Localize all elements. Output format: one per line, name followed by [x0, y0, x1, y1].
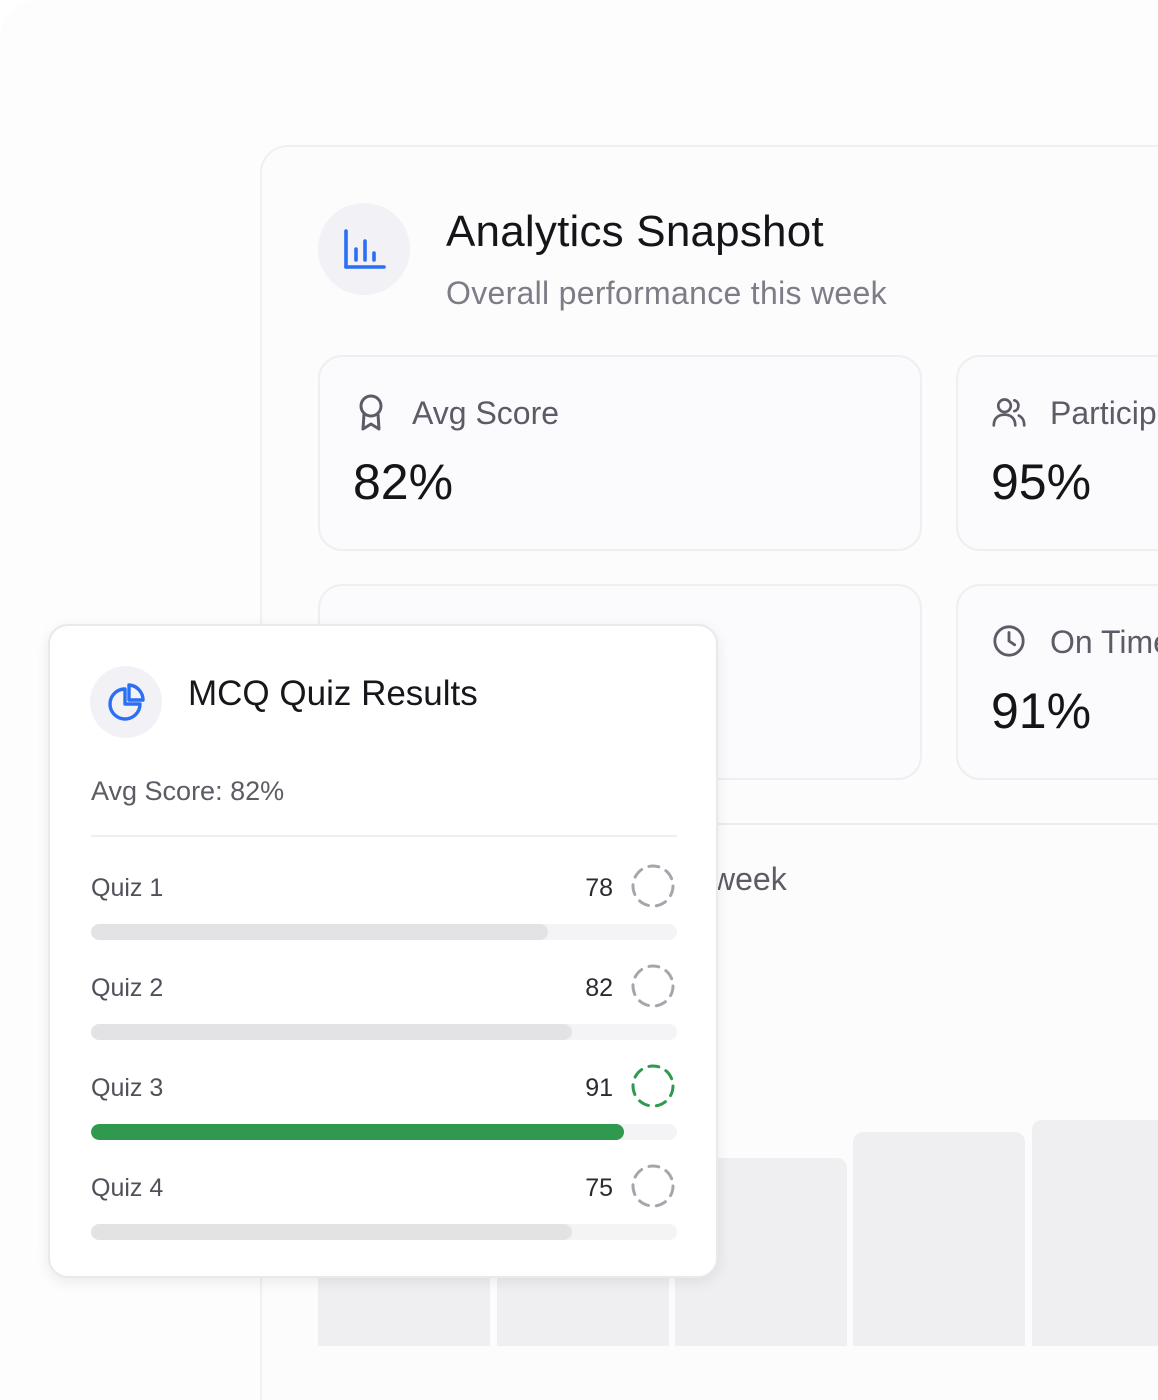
progress-track: [91, 1024, 677, 1040]
chart-bar: [1032, 1120, 1158, 1346]
analytics-title: Analytics Snapshot: [446, 207, 824, 256]
quiz-label: Quiz 4: [91, 1174, 164, 1202]
progress-track: [91, 924, 677, 940]
progress-fill: [91, 1124, 624, 1140]
mcq-quiz-results-card: MCQ Quiz Results Avg Score: 82% Quiz 1 7…: [48, 624, 718, 1278]
progress-fill: [91, 1224, 572, 1240]
quiz-label: Quiz 3: [91, 1074, 164, 1102]
stat-card-on-time[interactable]: On Time 91%: [956, 584, 1158, 780]
quiz-row[interactable]: Quiz 1 78: [91, 864, 677, 954]
quiz-divider: [91, 835, 677, 837]
section-divider: [318, 823, 1158, 825]
quiz-card-title: MCQ Quiz Results: [188, 674, 478, 713]
stat-value: 95%: [991, 454, 1092, 510]
progress-ring-icon: [631, 964, 675, 1008]
quiz-label: Quiz 2: [91, 974, 164, 1002]
quiz-row[interactable]: Quiz 4 75: [91, 1164, 677, 1254]
progress-ring-icon: [631, 864, 675, 908]
analytics-icon-circle: [318, 203, 410, 295]
stat-label: On Time: [1050, 624, 1158, 660]
quiz-score: 78: [585, 874, 613, 902]
clock-icon: [993, 625, 1025, 657]
progress-track: [91, 1224, 677, 1240]
stat-value: 91%: [991, 683, 1092, 739]
quiz-avg-score: Avg Score: 82%: [91, 776, 285, 806]
bar-chart-icon: [344, 229, 386, 269]
progress-track: [91, 1124, 677, 1140]
award-icon: [359, 394, 383, 431]
quiz-score: 91: [585, 1074, 613, 1102]
stat-card-avg-score[interactable]: Avg Score 82%: [318, 355, 922, 551]
quiz-label: Quiz 1: [91, 874, 164, 902]
stat-label: Avg Score: [412, 395, 560, 431]
users-icon: [992, 398, 1026, 427]
progress-fill: [91, 924, 548, 940]
quiz-icon-circle: [90, 666, 162, 738]
analytics-subtitle: Overall performance this week: [446, 275, 887, 311]
quiz-row[interactable]: Quiz 2 82: [91, 964, 677, 1054]
weekly-chart-title: week: [712, 861, 787, 897]
quiz-score: 82: [585, 974, 613, 1002]
quiz-score: 75: [585, 1174, 613, 1202]
stat-value: 82%: [353, 454, 454, 510]
progress-ring-icon: [631, 1164, 675, 1208]
quiz-row[interactable]: Quiz 3 91: [91, 1064, 677, 1154]
progress-ring-icon: [631, 1064, 675, 1108]
progress-fill: [91, 1024, 572, 1040]
stat-label: Particip: [1050, 395, 1157, 431]
stat-card-participation[interactable]: Particip 95%: [956, 355, 1158, 551]
pie-chart-icon: [108, 683, 145, 721]
chart-bar: [853, 1132, 1025, 1346]
